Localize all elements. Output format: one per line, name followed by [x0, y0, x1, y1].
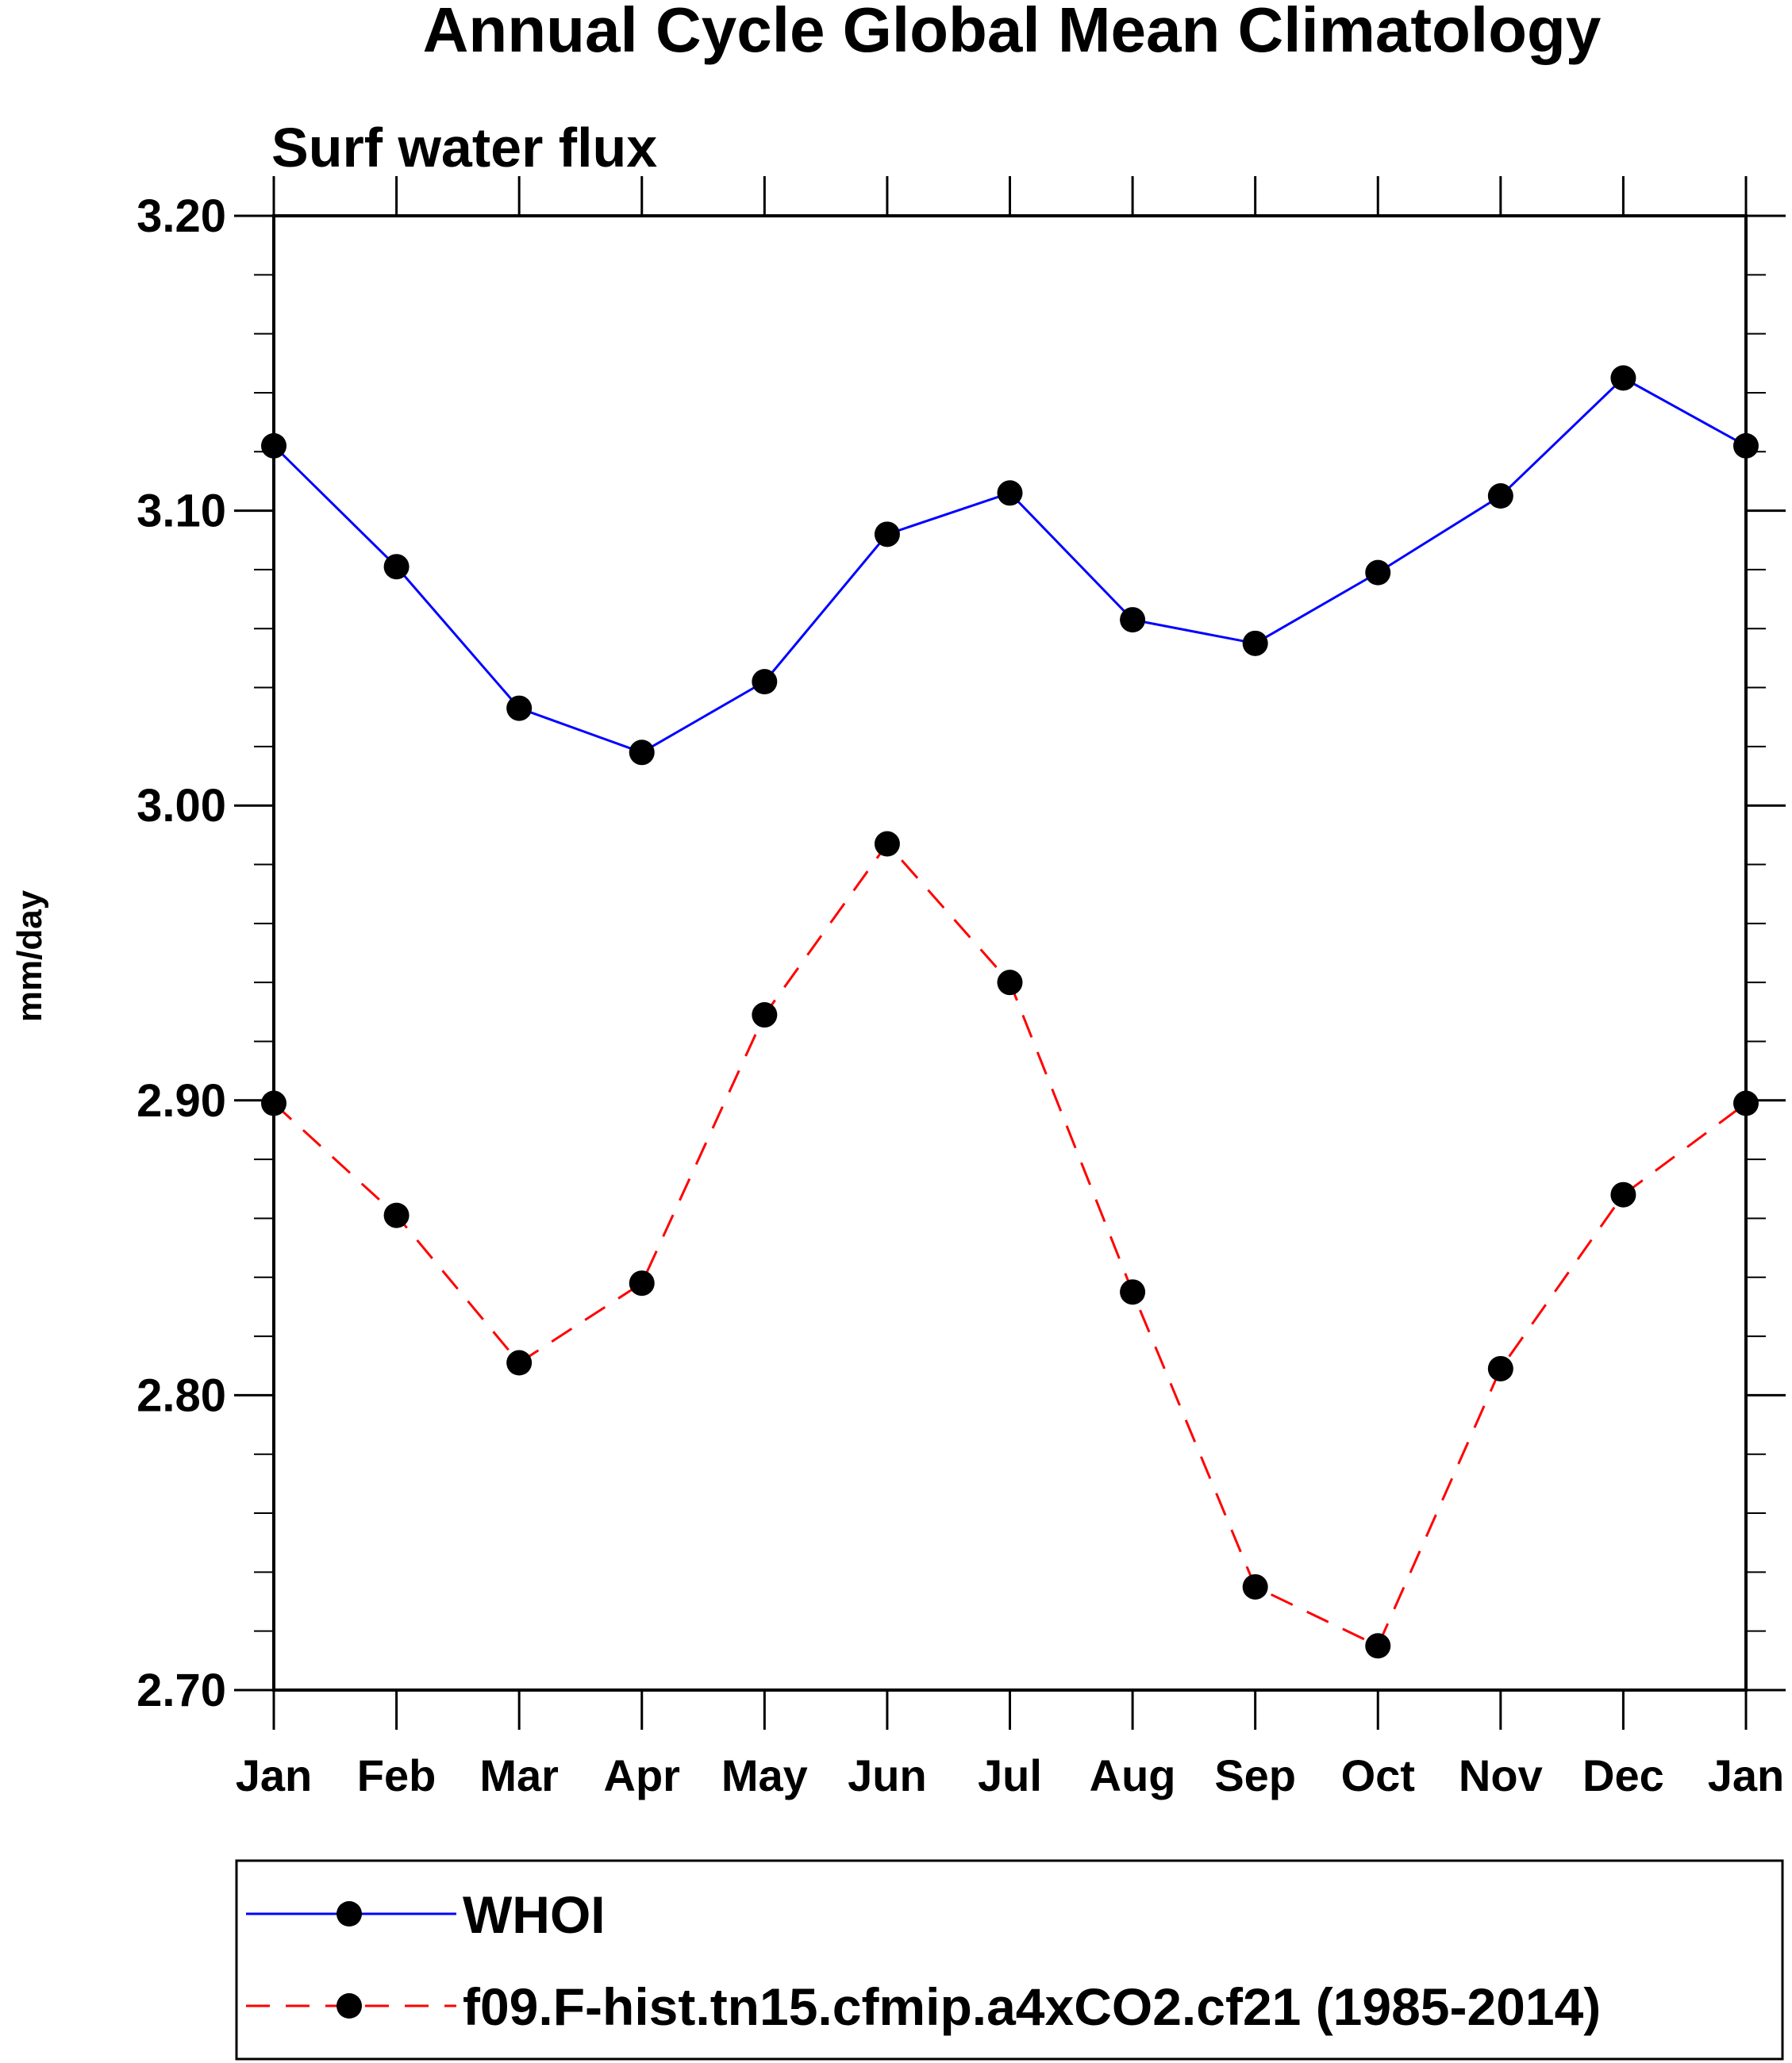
series-layer — [261, 365, 1759, 1659]
series-model — [261, 831, 1759, 1659]
x-tick-label: May — [721, 1750, 808, 1800]
legend: WHOI f09.F-hist.tn15.cfmip.a4xCO2.cf21 (1… — [235, 1859, 1784, 2061]
x-tick-label: Jan — [1708, 1750, 1785, 1800]
legend-label: f09.F-hist.tn15.cfmip.a4xCO2.cf21 (1985-… — [463, 1977, 1601, 2036]
data-point — [506, 695, 533, 721]
y-tick-label: 3.10 — [137, 486, 226, 537]
y-tick-label: 3.00 — [137, 780, 226, 832]
data-point — [1365, 1633, 1391, 1659]
legend-swatch-marker — [336, 1993, 362, 2019]
x-tick-label: Jun — [848, 1750, 927, 1800]
data-point — [383, 1202, 410, 1228]
legend-label: WHOI — [463, 1885, 606, 1944]
data-point — [506, 1350, 533, 1376]
x-tick-label: Sep — [1214, 1750, 1296, 1800]
data-point — [997, 970, 1023, 996]
plot-frame — [272, 214, 1748, 1692]
data-point — [752, 669, 778, 695]
x-tick-label: Jul — [978, 1750, 1042, 1800]
data-point — [261, 1090, 286, 1116]
data-point — [1242, 630, 1268, 656]
chart-subtitle: Surf water flux — [271, 117, 657, 179]
data-point — [1120, 607, 1146, 633]
x-tick-label: Aug — [1090, 1750, 1176, 1800]
chart-title: Annual Cycle Global Mean Climatology — [423, 0, 1602, 65]
data-point — [1487, 1355, 1513, 1381]
x-tick-label: Jan — [236, 1750, 313, 1800]
data-point — [997, 480, 1023, 506]
data-point — [383, 554, 410, 580]
x-tick-label: Nov — [1459, 1750, 1543, 1800]
legend-entry: f09.F-hist.tn15.cfmip.a4xCO2.cf21 (1985-… — [246, 1977, 1601, 2036]
y-tick-label: 2.90 — [137, 1075, 226, 1127]
data-point — [874, 831, 900, 857]
x-tick-label: Apr — [604, 1750, 680, 1800]
data-point — [1120, 1279, 1146, 1305]
series-line — [272, 376, 1747, 754]
y-tick-label: 3.20 — [137, 190, 226, 242]
y-tick-label: 2.70 — [137, 1665, 226, 1716]
data-point — [1365, 559, 1391, 586]
data-point — [874, 521, 900, 547]
series-line — [272, 842, 1747, 1648]
x-tick-label: Oct — [1341, 1750, 1415, 1800]
x-tick-label: Mar — [479, 1750, 559, 1800]
data-point — [1242, 1573, 1268, 1600]
y-axis-label: mm/day — [10, 889, 49, 1022]
series-whoi — [261, 365, 1759, 766]
data-point — [629, 740, 655, 766]
x-tick-label: Dec — [1582, 1750, 1664, 1800]
data-point — [261, 432, 286, 459]
legend-box — [235, 1859, 1784, 2061]
legend-entry: WHOI — [246, 1885, 606, 1944]
data-point — [1610, 1181, 1636, 1208]
data-point — [1733, 1090, 1759, 1116]
legend-swatch-marker — [336, 1901, 362, 1927]
data-point — [1610, 365, 1636, 391]
data-point — [1733, 432, 1759, 459]
x-tick-label: Feb — [357, 1750, 436, 1800]
axes: Jan Feb Mar Apr May Jun Jul Aug Sep Oct Nov Dec Jan2… — [137, 176, 1786, 1800]
data-point — [752, 1002, 778, 1028]
y-tick-label: 2.80 — [137, 1370, 226, 1421]
data-point — [629, 1270, 655, 1297]
data-point — [1487, 483, 1513, 509]
